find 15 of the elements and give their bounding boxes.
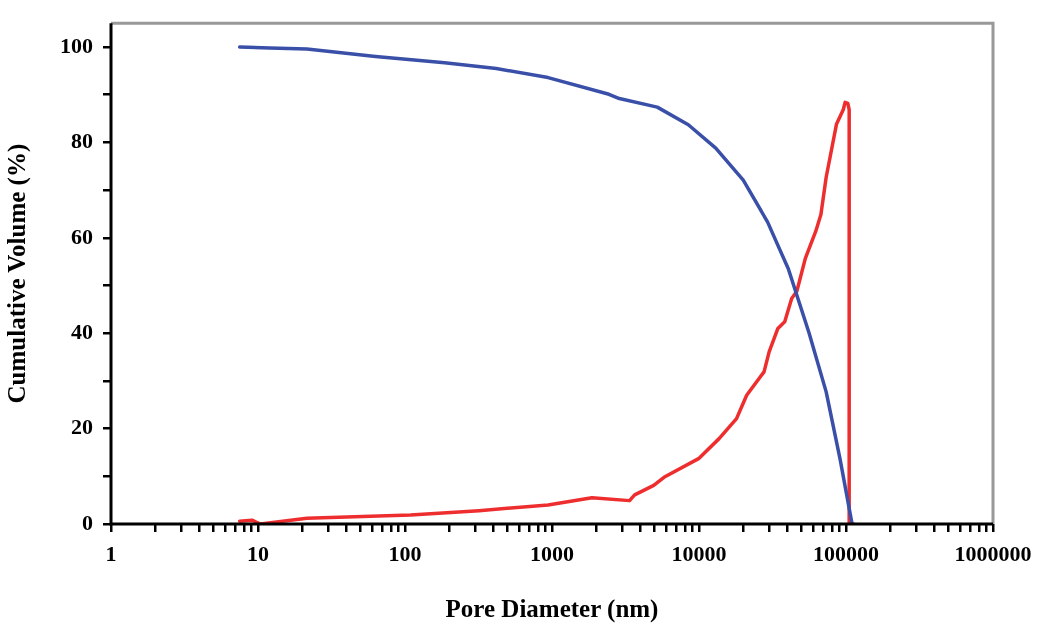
y-tick-label: 60 <box>71 223 93 249</box>
y-axis-title: Cumulative Volume (%) <box>3 143 32 404</box>
x-tick-label: 100000 <box>813 540 879 566</box>
x-tick-label: 10 <box>247 540 269 566</box>
y-tick-label: 20 <box>71 414 93 440</box>
y-tick-label: 100 <box>60 32 93 58</box>
x-tick-label: 10000 <box>671 540 727 566</box>
x-axis-title: Pore Diameter (nm) <box>445 595 659 624</box>
y-tick-label: 40 <box>71 318 93 344</box>
x-tick-label: 1000000 <box>954 540 1032 566</box>
x-tick-label: 1 <box>105 540 117 566</box>
y-tick-label: 0 <box>82 509 93 535</box>
x-tick-label: 100 <box>388 540 422 566</box>
x-tick-label: 1000 <box>530 540 574 566</box>
y-tick-label: 80 <box>71 128 93 154</box>
